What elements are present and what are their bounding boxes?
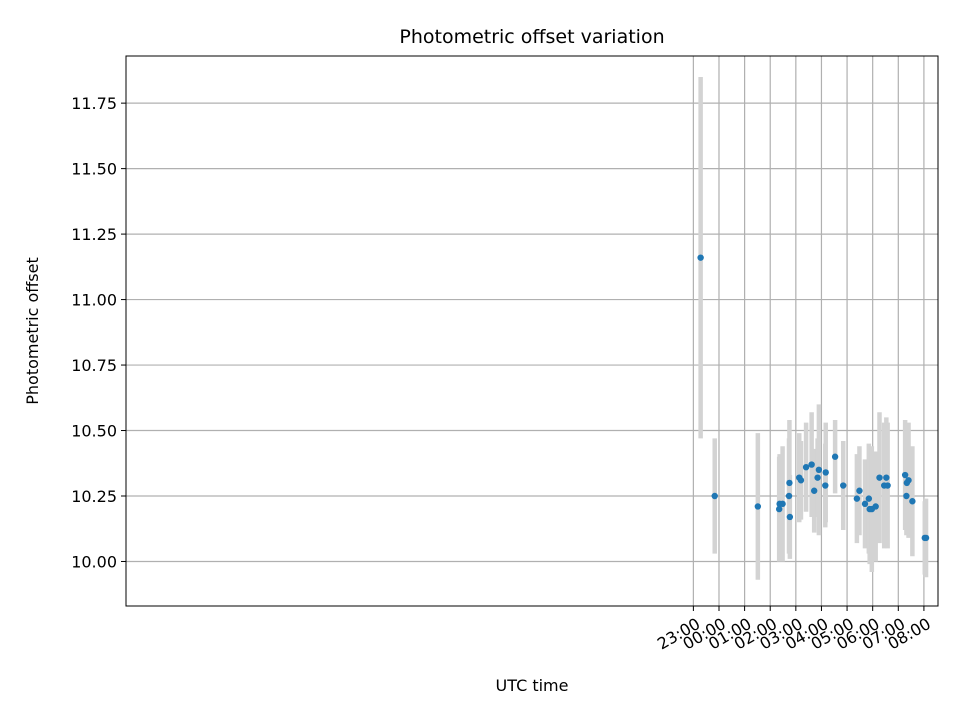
data-point [711,492,718,500]
y-tick-label: 11.25 [71,225,117,244]
data-point [856,487,863,494]
data-point [872,503,879,510]
x-axis-label: UTC time [496,676,569,695]
data-point [861,500,869,508]
y-tick-label: 10.25 [71,487,117,506]
data-point [840,482,847,489]
y-tick-label: 10.00 [71,552,117,571]
data-point [865,495,873,502]
y-tick-label: 10.50 [71,422,117,441]
data-point [822,482,829,489]
plot-frame [125,55,939,607]
data-point [814,474,821,481]
y-tick-label: 11.75 [71,94,117,113]
data-point [876,474,883,481]
data-point [808,461,815,468]
data-point [786,479,793,487]
y-axis-label: Photometric offset [23,257,42,405]
data-point [831,453,839,460]
data-point [697,254,704,261]
data-point [909,498,916,505]
chart-title: Photometric offset variation [399,26,664,48]
data-point [905,477,912,484]
data-point [883,474,890,481]
data-point [884,482,891,489]
data-point [786,513,794,521]
y-axis-ticks: 10.00 10.25 10.50 10.75 11.00 11.25 11.50 11.75 [71,94,126,571]
data-point [779,500,786,508]
data-point [815,466,823,474]
data-point [903,492,910,500]
data-points [697,254,930,542]
data-point [810,487,818,494]
y-tick-label: 10.75 [71,356,117,375]
data-point [775,505,783,513]
y-tick-label: 11.50 [71,160,117,179]
data-point [754,503,762,510]
error-bars [698,76,929,580]
data-point [901,471,909,479]
data-point [785,492,793,500]
data-point [922,534,930,542]
y-tick-label: 11.00 [71,291,117,310]
data-point [797,477,805,484]
data-point [822,469,829,476]
data-point [802,463,810,471]
data-point [853,495,861,502]
x-axis-ticks: 23:0000:0001:0002:0003:0004:0005:0006:00… [654,606,934,654]
grid-lines [126,56,938,606]
